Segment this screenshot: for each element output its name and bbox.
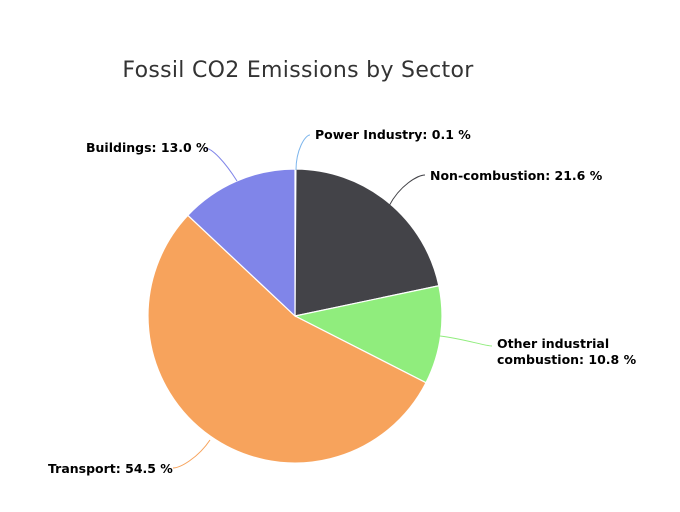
- data-label: Power Industry: 0.1 %: [315, 127, 471, 142]
- data-label: Non-combustion: 21.6 %: [430, 168, 603, 183]
- data-label: Buildings: 13.0 %: [86, 140, 209, 155]
- connector-line: [204, 147, 238, 182]
- pie-slice-non-combustion[interactable]: [294, 168, 440, 317]
- connector-line: [439, 335, 493, 347]
- pie-slice-transport[interactable]: [147, 214, 427, 464]
- chart-title: Fossil CO2 Emissions by Sector: [122, 58, 474, 83]
- data-label: Transport: 54.5 %: [48, 461, 173, 476]
- pie-slice-other-industrial-combustion[interactable]: [293, 285, 443, 384]
- connector-line: [295, 134, 311, 171]
- connector-line: [388, 174, 426, 207]
- connector-line: [172, 439, 211, 469]
- data-label: Other industrial combustion: 10.8 %: [497, 336, 637, 367]
